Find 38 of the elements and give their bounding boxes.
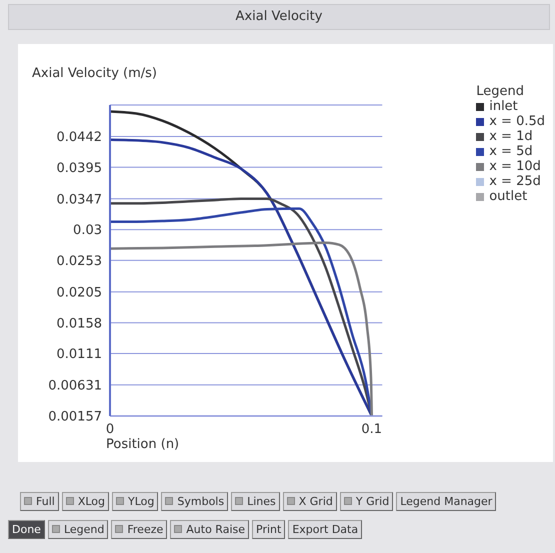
legend-label: x = 10d [489,159,541,174]
legend-label: x = 25d [489,174,541,189]
chart-title: Axial Velocity [8,4,550,30]
legend-label: x = 5d [489,144,533,159]
text: Symbols [161,492,228,510]
y-tick-label: 0.0158 [56,316,102,332]
y-axis-title: Axial Velocity (m/s) [32,66,157,81]
y-tick-label: 0.0111 [56,347,102,362]
y-tick-label: 0.0347 [56,192,102,208]
y-tick-label: 0.0395 [56,160,102,176]
text: YLog [112,492,158,510]
text: Y Grid [340,492,394,510]
y-tick-label: 0.00631 [48,378,102,394]
text: Export Data [288,520,362,539]
legend-label: x = 0.5d [489,114,545,129]
y-tick-label: 0.0253 [56,254,102,270]
x-tick-label: 0 [106,422,114,438]
y-tick-label: 0.0205 [56,285,102,300]
x-axis-title: Position (n) [106,437,180,452]
text: XLog [62,492,109,510]
text: Legend Manager [396,492,496,511]
legend-label: x = 1d [489,129,533,144]
x-tick-label: 0.1 [361,422,382,438]
y-tick-label: 0.03 [73,223,102,238]
text: Full [20,492,59,510]
text: Legend [48,520,108,538]
text: Lines [231,492,280,510]
y-tick-label: 0.0442 [56,130,102,146]
text: X Grid [282,492,337,510]
text: Auto Raise [170,520,249,538]
legend-label: outlet [489,189,528,204]
text: Freeze [111,520,168,538]
legend-label: inlet [489,99,518,114]
line-series [110,241,373,416]
y-tick-label: 0.00157 [48,410,102,425]
text: Print [252,520,286,539]
text: Done [8,520,45,539]
legend-title: Legend [476,84,525,99]
